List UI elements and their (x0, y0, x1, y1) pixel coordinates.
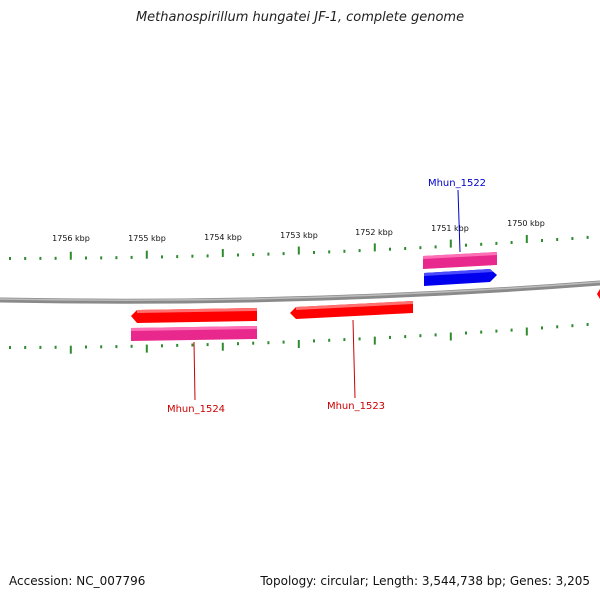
scale-label-1752: 1752 kbp (355, 228, 393, 237)
scale-ticks-top (9, 235, 589, 260)
scale-ticks-bottom (9, 323, 589, 354)
gene-mhun-1524[interactable] (131, 308, 257, 323)
genome-backbone-highlight (0, 281, 600, 301)
accession-text: Accession: NC_007796 (9, 574, 146, 588)
gene-label-mhun-1522[interactable]: Mhun_1522 (428, 178, 486, 189)
map-title: Methanospirillum hungatei JF-1, complete… (135, 10, 465, 25)
genome-backbone (0, 280, 600, 304)
gene-edge-fragment[interactable] (597, 289, 600, 299)
scale-label-1754: 1754 kbp (204, 233, 242, 242)
scale-label-1750: 1750 kbp (507, 219, 545, 228)
gene-mhun-1523[interactable] (290, 301, 413, 319)
gene-label-mhun-1524[interactable]: Mhun_1524 (167, 404, 225, 415)
leader-line-mhun-1523 (352, 319, 356, 399)
scale-label-1756: 1756 kbp (52, 234, 90, 243)
scale-label-1751: 1751 kbp (431, 224, 469, 233)
gene-mhun-1524-pink[interactable] (131, 326, 257, 341)
scale-label-1755: 1755 kbp (128, 234, 166, 243)
leader-line-mhun-1522 (457, 189, 461, 253)
gene-mhun-1522[interactable] (424, 269, 497, 286)
gene-label-mhun-1523[interactable]: Mhun_1523 (327, 401, 385, 412)
gene-mhun-1522-pink[interactable] (423, 252, 497, 269)
leader-line-mhun-1524 (193, 341, 196, 401)
topology-text: Topology: circular; Length: 3,544,738 bp… (260, 574, 590, 588)
scale-label-1753: 1753 kbp (280, 231, 318, 240)
